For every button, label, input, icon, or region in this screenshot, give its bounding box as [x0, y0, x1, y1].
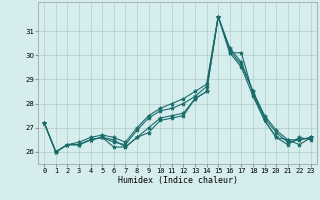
X-axis label: Humidex (Indice chaleur): Humidex (Indice chaleur): [118, 176, 238, 185]
